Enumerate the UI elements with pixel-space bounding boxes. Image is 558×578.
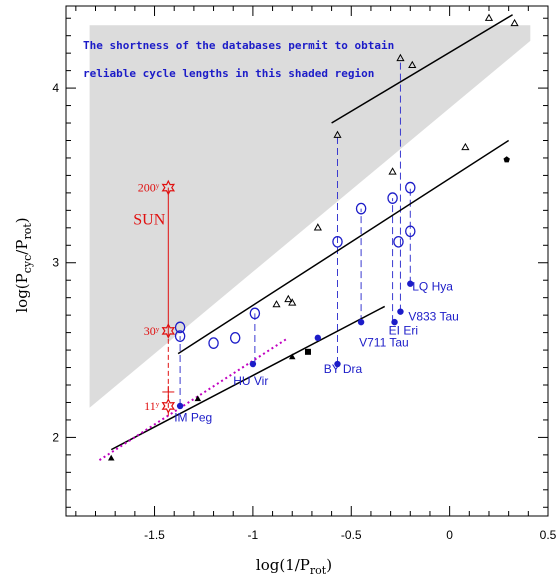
open-circle-point [174,330,186,342]
sun-cycle-label: 30ʸ [144,324,160,338]
sun-star-marker [161,179,176,196]
star-name-label: EI Eri [389,323,418,337]
filled-triangle-point [194,395,202,402]
open-triangle-point [333,130,342,138]
open-triangle-point [288,298,297,306]
open-circle-point [229,331,241,344]
y-axis-ticks: 2 3 4 [52,17,548,508]
sun-cycle-label: 200ʸ [138,181,160,195]
sun-cycles: 200ʸ 30ʸ 11ʸ SUN [133,179,176,416]
filled-pentagon-point [503,156,510,163]
filled-circle-point [176,402,184,410]
filled-circle-point [397,308,404,315]
x-axis-ticks: -1.5 -1 -0.5 0 0.5 [75,6,557,542]
filled-circle-point [249,360,257,368]
open-triangle-point [388,167,397,175]
sun-label: SUN [133,211,165,228]
annotation-line-2: reliable cycle lengths in this shaded re… [83,67,374,80]
open-triangle-point [313,223,322,231]
y-tick-label: 2 [52,430,59,444]
sun-star-marker [161,398,176,414]
open-circle-point [174,321,186,334]
open-triangle-point [484,13,494,21]
x-axis-subscript: rot [310,564,327,577]
open-circle-point [355,202,367,215]
star-name-label: V711 Tau [359,336,409,350]
x-tick-label: -0.5 [341,528,362,542]
annotation: The shortness of the databases permit to… [83,39,394,80]
filled-triangle-point [289,353,296,360]
open-circle-point [249,307,261,320]
plot-frame [65,5,549,517]
y-tick-label: 4 [52,81,59,95]
open-circle-point [387,192,398,204]
fit-line [331,14,513,124]
open-circle-point [208,337,219,349]
y-axis-subscript-2: rot [21,223,34,240]
x-tick-label: 0.5 [540,528,557,542]
filled-circle-point [334,360,341,368]
y-axis-label: log(Pcyc/Prot) [13,217,34,312]
open-triangle-point [396,53,405,62]
open-triangle-point [272,300,281,308]
fit-line [110,305,386,451]
y-axis-close: ) [13,217,31,223]
filled-circle-point [314,334,322,342]
sun-cycle-label: 11ʸ [144,399,160,413]
data-points [108,13,519,461]
filled-circle-point [357,318,365,326]
annotation-line-1: The shortness of the databases permit to… [83,39,394,52]
fit-lines [98,14,513,461]
x-tick-label: -1 [248,528,259,542]
open-circle-point [393,235,404,248]
open-triangle-point [461,142,470,151]
open-circle-point [405,225,416,238]
sun-star-marker [161,323,176,339]
x-tick-label: -1.5 [144,528,165,542]
open-triangle-point [510,18,519,27]
star-name-label: HU Vir [233,374,268,388]
y-tick-label: 3 [52,256,59,270]
filled-triangle-point [108,454,115,461]
filled-circle-point [391,318,398,326]
filled-square-point [304,348,311,355]
star-name-label: V833 Tau [408,309,459,323]
x-tick-label: 0 [446,528,453,542]
open-circle-point [332,235,343,248]
fit-line [177,139,510,355]
open-circle-point [405,181,416,194]
star-name-label: LQ Hya [412,280,453,294]
open-triangle-point [408,60,417,68]
open-triangle-point [284,294,293,303]
star-name-label: IM Peg [174,411,212,425]
x-axis-close: ) [326,556,332,574]
filled-circle-point [407,280,414,287]
y-axis-subscript-1: cyc [21,255,34,274]
shaded-region [89,25,531,408]
x-axis-label: log(1/Prot) [256,556,332,577]
star-name-label: BY Dra [324,362,363,376]
y-axis-slash: /P [13,240,31,255]
connector-lines [179,58,411,406]
